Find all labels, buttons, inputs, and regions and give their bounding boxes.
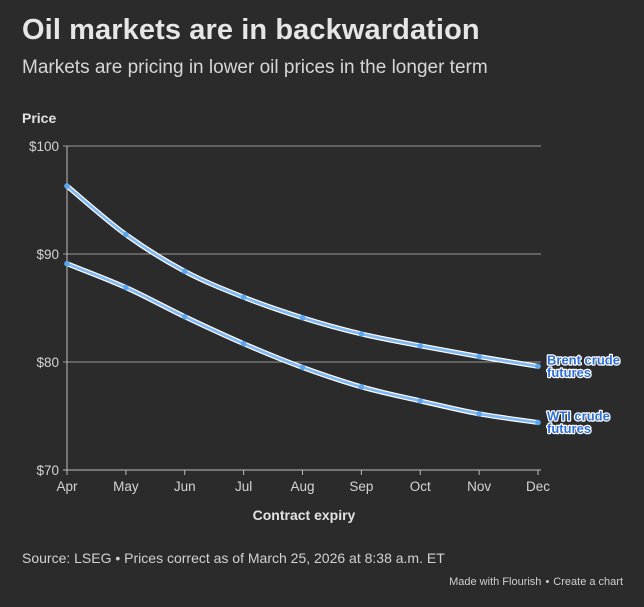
- gridlines: [63, 145, 541, 471]
- data-point[interactable]: [240, 294, 247, 300]
- data-point[interactable]: [299, 364, 306, 371]
- made-with-flourish-link[interactable]: Made with Flourish: [449, 576, 542, 588]
- x-tick-label: Sep: [349, 479, 373, 494]
- data-point[interactable]: [64, 183, 70, 189]
- data-point[interactable]: [240, 340, 247, 347]
- data-point[interactable]: [476, 411, 482, 417]
- chart-subtitle: Markets are pricing in lower oil prices …: [22, 57, 488, 78]
- y-tick-label: $100: [29, 139, 59, 154]
- series-line-outline: [64, 183, 541, 369]
- x-tick-label: May: [113, 479, 139, 494]
- x-tick-label: Aug: [290, 479, 314, 494]
- series-line-wti[interactable]: [65, 262, 540, 424]
- x-tick-label: Jul: [235, 479, 252, 494]
- data-point[interactable]: [358, 331, 365, 337]
- data-point[interactable]: [358, 384, 365, 390]
- x-axis-label: Contract expiry: [253, 507, 356, 523]
- create-chart-link[interactable]: Create a chart: [553, 576, 623, 588]
- series-label-wti: WTI crude futures: [547, 408, 610, 436]
- chart-title: Oil markets are in backwardation: [22, 14, 480, 46]
- y-tick-label: $70: [36, 463, 59, 478]
- y-tick-label: $80: [36, 355, 59, 370]
- data-point[interactable]: [64, 260, 70, 267]
- x-tick-label: Jun: [174, 479, 196, 494]
- data-point[interactable]: [417, 343, 424, 349]
- data-point[interactable]: [123, 231, 129, 238]
- series-labels: Brent crude futures WTI crude futures: [546, 351, 621, 437]
- x-tick-label: Nov: [467, 479, 491, 494]
- x-tick-label: Dec: [526, 479, 550, 494]
- data-point[interactable]: [123, 284, 129, 291]
- series-label-brent: Brent crude futures: [547, 352, 620, 380]
- footer-separator: •: [545, 576, 550, 588]
- series-group: [64, 183, 541, 426]
- series-line-brent[interactable]: [65, 184, 540, 368]
- line-chart: Price $70 $80 $90 $100 Apr May Jun Jul Aug Sep Oc…: [22, 110, 621, 523]
- data-point[interactable]: [181, 268, 188, 275]
- y-axis-label: Price: [22, 110, 56, 126]
- flourish-footer: Made with Flourish • Create a chart: [449, 576, 623, 588]
- data-point[interactable]: [299, 314, 306, 321]
- x-axis: Apr May Jun Jul Aug Sep Oct Nov Dec: [56, 470, 550, 494]
- source-note: Source: LSEG • Prices correct as of Marc…: [22, 550, 445, 566]
- data-point[interactable]: [476, 353, 482, 360]
- y-tick-label: $90: [36, 247, 59, 262]
- data-point[interactable]: [535, 419, 541, 426]
- data-point[interactable]: [417, 398, 424, 404]
- x-tick-label: Apr: [56, 479, 78, 494]
- series-line-outline: [64, 261, 541, 425]
- data-point[interactable]: [535, 363, 541, 370]
- x-tick-label: Oct: [410, 479, 431, 494]
- y-axis-ticks: $70 $80 $90 $100: [29, 139, 59, 478]
- data-point[interactable]: [181, 313, 188, 320]
